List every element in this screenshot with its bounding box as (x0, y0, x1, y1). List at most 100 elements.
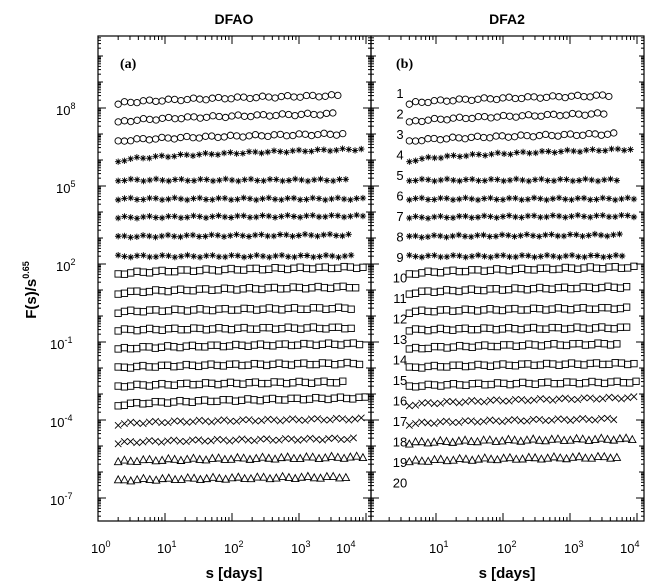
data-point (177, 233, 184, 241)
data-point (467, 326, 476, 334)
data-point (183, 132, 191, 141)
data-point (232, 452, 242, 462)
data-point (456, 153, 464, 160)
data-point (183, 232, 190, 239)
data-point (473, 286, 482, 294)
data-point (499, 397, 507, 405)
data-point (517, 131, 525, 139)
data-point (431, 213, 438, 221)
data-point (189, 287, 197, 295)
data-point (405, 137, 413, 145)
data-point (152, 116, 160, 124)
data-point (349, 339, 357, 347)
data-point (468, 96, 476, 105)
data-point (555, 212, 563, 220)
data-point (542, 264, 551, 272)
data-point (158, 97, 166, 105)
data-point (351, 284, 360, 292)
data-point (585, 416, 593, 424)
data-point (536, 361, 545, 369)
data-point (312, 341, 320, 350)
series-number-label: 19 (393, 455, 407, 470)
data-point (450, 152, 457, 159)
data-point (227, 95, 235, 103)
data-point (195, 285, 204, 293)
data-point (176, 380, 185, 388)
data-point (599, 395, 607, 403)
data-point (170, 474, 180, 484)
data-point (436, 136, 444, 144)
data-point (455, 134, 463, 142)
data-point (593, 212, 600, 219)
data-point (593, 451, 603, 460)
data-point (525, 340, 533, 348)
data-point (500, 379, 508, 388)
data-point (594, 378, 602, 387)
data-point (184, 196, 191, 204)
data-point (480, 286, 488, 295)
data-point (568, 109, 577, 118)
data-point (486, 362, 495, 370)
data-point (555, 361, 563, 369)
data-point (425, 176, 432, 183)
data-point (593, 196, 600, 203)
data-point (195, 416, 203, 424)
data-point (579, 414, 587, 422)
data-point (417, 436, 427, 446)
data-point (328, 323, 336, 331)
data-point (336, 176, 343, 183)
data-point (599, 360, 607, 369)
data-point (275, 340, 283, 348)
data-point (412, 401, 420, 409)
data-point (301, 130, 309, 138)
data-point (418, 287, 426, 295)
data-point (171, 213, 178, 220)
data-point (630, 359, 638, 368)
data-point (530, 93, 538, 101)
data-point (340, 195, 348, 203)
data-point (114, 251, 122, 259)
data-point (423, 456, 433, 465)
data-point (126, 476, 136, 485)
data-point (152, 286, 160, 294)
data-point (195, 134, 203, 142)
data-point (557, 148, 565, 155)
data-point (308, 452, 318, 461)
data-point (277, 148, 284, 155)
data-point (511, 362, 520, 370)
data-point (276, 417, 284, 425)
data-point (612, 196, 619, 204)
data-point (266, 254, 273, 261)
data-point (474, 232, 481, 239)
series-number-label: 3 (396, 127, 403, 142)
data-point (227, 149, 234, 156)
data-point (297, 305, 305, 313)
data-point (239, 133, 247, 141)
data-point (519, 148, 527, 156)
data-point (431, 196, 438, 203)
data-point (542, 93, 551, 102)
data-point (443, 381, 451, 389)
data-point (581, 253, 588, 261)
data-point (499, 213, 507, 220)
data-point (449, 266, 457, 274)
data-point (276, 452, 286, 462)
data-point (258, 92, 267, 100)
data-point (139, 438, 147, 446)
data-point (607, 378, 615, 386)
data-point (332, 379, 341, 387)
series-number-label: 18 (393, 435, 407, 450)
data-point (145, 287, 154, 296)
data-point (281, 396, 289, 404)
data-point (151, 381, 160, 389)
data-point (431, 177, 438, 185)
data-point (474, 251, 482, 259)
data-point (263, 361, 271, 370)
data-point (247, 175, 255, 183)
data-point (277, 92, 286, 101)
data-point (480, 94, 488, 102)
data-point (591, 324, 600, 332)
data-point (194, 362, 203, 371)
data-point (554, 232, 561, 240)
data-point (208, 418, 216, 426)
